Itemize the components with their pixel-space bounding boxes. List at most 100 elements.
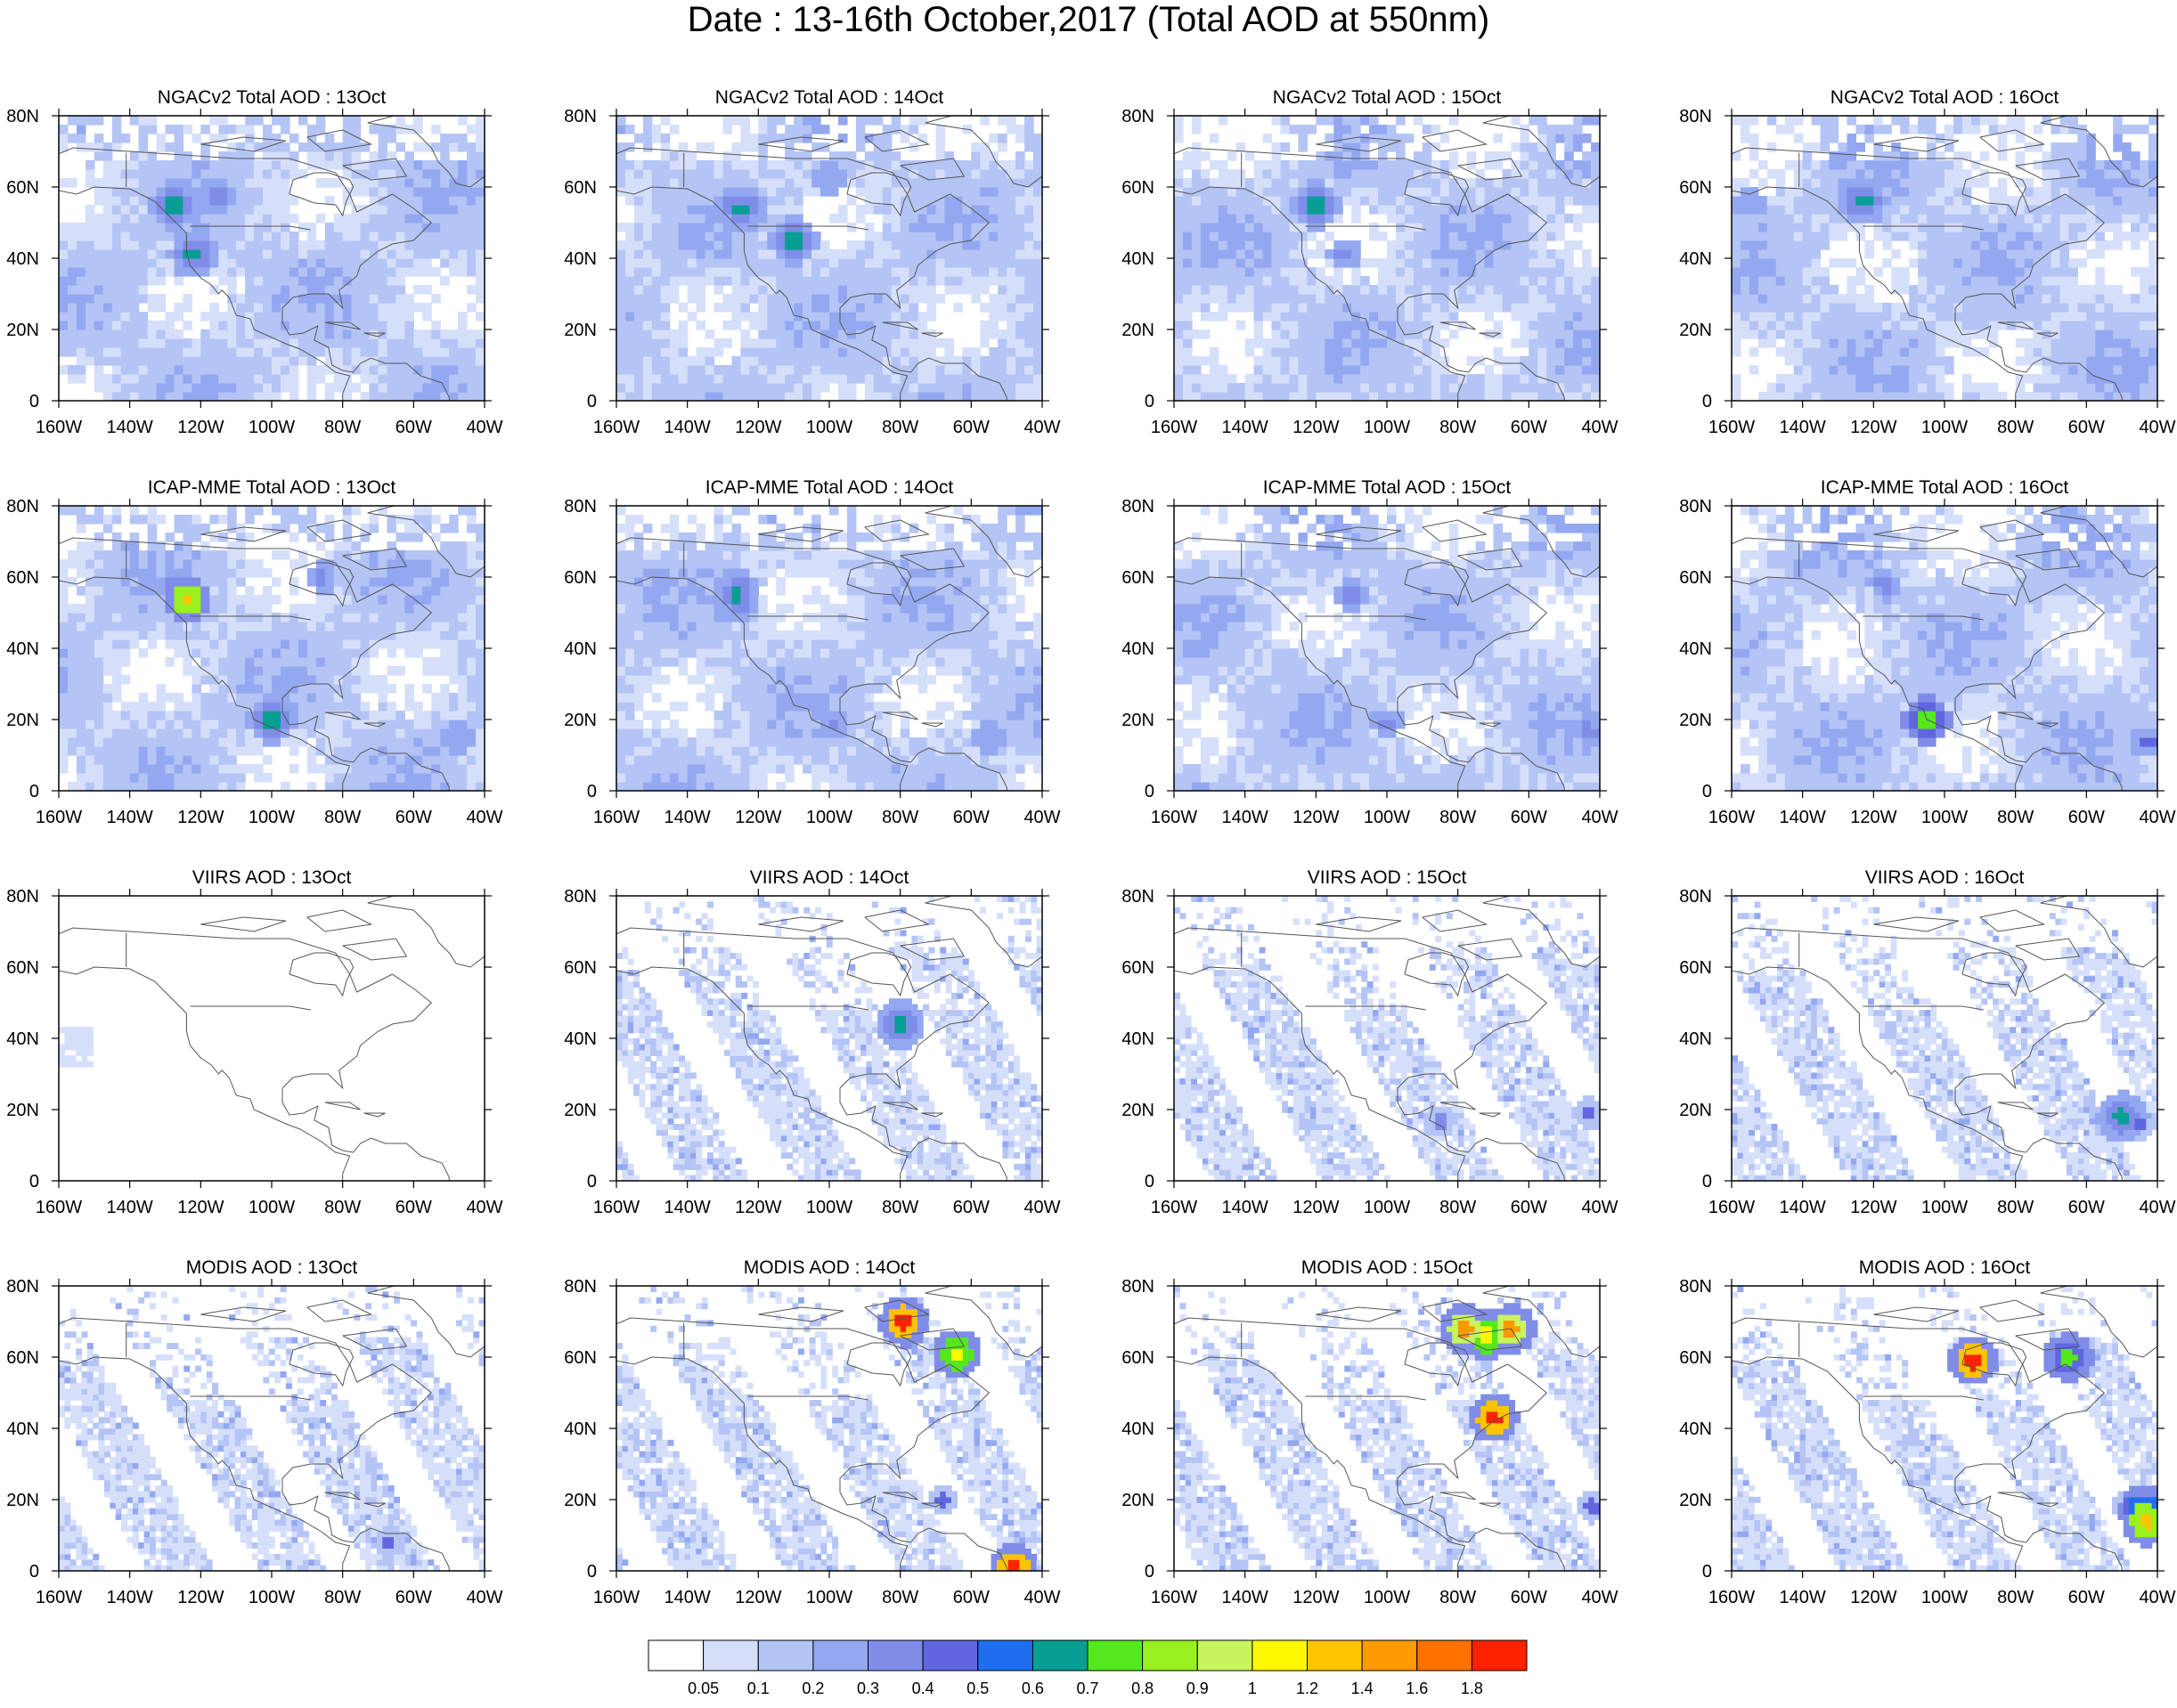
island-coastline (864, 519, 931, 542)
coastlines (1732, 116, 2157, 401)
hudson-bay-coastline (846, 1342, 912, 1387)
greenland-coastline (1482, 506, 1600, 578)
colorbar-label: 0.1 (747, 1680, 770, 1697)
x-tick-label: 120W (735, 1588, 781, 1607)
y-tick-label: 80N (564, 107, 597, 126)
aod-field (59, 506, 485, 791)
coastlines (616, 116, 1042, 401)
north-america-coastline (59, 927, 450, 1181)
island-coastline (921, 332, 943, 338)
island-coastline (758, 1306, 844, 1322)
y-tick-label: 60N (564, 1348, 597, 1368)
island-coastline (342, 548, 408, 571)
x-tick-label: 140W (107, 1198, 153, 1217)
x-tick-label: 120W (735, 1198, 781, 1217)
x-tick-label: 160W (593, 1198, 640, 1217)
y-tick-label: 80N (1121, 887, 1154, 907)
y-tick-label: 60N (1121, 568, 1154, 588)
x-tick-label: 60W (395, 1198, 432, 1217)
x-tick-label: 100W (1921, 1588, 1968, 1607)
x-tick-label: 120W (1850, 808, 1896, 827)
greenland-coastline (925, 116, 1042, 188)
map-panel-ngacv2-16oct: 160W 140W 120W 100W 80W 60W 40W 0 20N 40N 60N 80N NG… (1673, 71, 2177, 463)
y-tick-label: 0 (29, 1562, 39, 1582)
island-coastline (1422, 909, 1488, 932)
island-coastline (306, 909, 373, 932)
island-coastline (324, 1492, 361, 1501)
island-coastline (1997, 1492, 2034, 1501)
x-tick-label: 140W (1222, 1588, 1268, 1607)
map-panel-ngacv2-14oct: 160W 140W 120W 100W 80W 60W 40W 0 20N 40N 60N 80N NG… (558, 71, 1110, 463)
aod-field (616, 506, 1042, 791)
colorbar-swatch (812, 1639, 869, 1671)
y-tick-label: 20N (6, 1491, 39, 1510)
x-tick-label: 60W (1511, 808, 1547, 827)
x-tick-label: 120W (1292, 1588, 1339, 1607)
x-tick-label: 40W (466, 418, 502, 437)
panel-title: ICAP-MME Total AOD : 15Oct (1263, 477, 1512, 498)
x-tick-label: 60W (1511, 1198, 1547, 1217)
axis-ticks (52, 889, 492, 1188)
x-tick-label: 140W (107, 418, 153, 437)
aod-field (1732, 896, 2157, 1181)
colorbar-label: 0.6 (1022, 1680, 1044, 1697)
y-tick-label: 0 (1145, 782, 1154, 801)
x-tick-label: 100W (249, 808, 295, 827)
axis-ticks (1167, 499, 1607, 798)
x-tick-label: 140W (1780, 1198, 1826, 1217)
x-tick-label: 60W (2068, 1588, 2105, 1607)
colorbar-label: 0.7 (1076, 1680, 1098, 1697)
x-tick-label: 40W (2139, 1588, 2175, 1607)
x-tick-label: 160W (36, 808, 82, 827)
us-canada-border (1305, 1005, 1426, 1011)
figure-title: Date : 13-16th October,2017 (Total AOD a… (0, 0, 2177, 39)
coastlines (59, 506, 485, 791)
y-tick-label: 80N (564, 887, 597, 907)
coastlines (59, 116, 485, 401)
panel-title: MODIS AOD : 15Oct (1301, 1257, 1473, 1278)
x-tick-label: 60W (2068, 1198, 2105, 1217)
colorbar-swatch (1252, 1639, 1309, 1671)
x-tick-label: 160W (1151, 1588, 1197, 1607)
island-coastline (900, 1328, 966, 1351)
island-coastline (306, 519, 373, 542)
x-tick-label: 60W (2068, 418, 2105, 437)
map-panel-modis-14oct: 160W 140W 120W 100W 80W 60W 40W 0 20N 40N 60N 80N MO… (558, 1241, 1110, 1633)
island-coastline (1979, 129, 2046, 152)
y-tick-label: 40N (1679, 249, 1712, 269)
x-tick-label: 100W (249, 418, 295, 437)
island-coastline (1873, 136, 1960, 152)
hudson-bay-coastline (846, 172, 912, 217)
us-canada-border (747, 615, 868, 621)
colorbar-swatch (1361, 1639, 1418, 1671)
x-tick-label: 120W (1850, 418, 1896, 437)
x-tick-label: 160W (1708, 808, 1755, 827)
colorbar-label: 0.3 (857, 1680, 879, 1697)
y-tick-label: 40N (1679, 639, 1712, 659)
y-tick-label: 40N (6, 1029, 39, 1049)
x-tick-label: 100W (249, 1198, 295, 1217)
island-coastline (1997, 321, 2034, 330)
north-america-coastline (1174, 537, 1565, 791)
x-tick-label: 80W (324, 808, 361, 827)
coastlines (616, 506, 1042, 791)
x-tick-label: 120W (1850, 1588, 1896, 1607)
island-coastline (342, 158, 408, 181)
colorbar-swatch (1196, 1639, 1253, 1671)
x-tick-label: 100W (1364, 808, 1410, 827)
x-tick-label: 80W (1997, 418, 2034, 437)
hudson-bay-coastline (1961, 562, 2027, 607)
y-tick-label: 20N (1121, 1491, 1154, 1510)
us-canada-border (190, 225, 311, 231)
panel-title: NGACv2 Total AOD : 14Oct (715, 87, 944, 108)
island-coastline (1873, 526, 1960, 542)
island-coastline (1873, 1306, 1960, 1322)
y-tick-label: 40N (1121, 1029, 1154, 1049)
aod-field (1174, 506, 1600, 791)
island-coastline (324, 1102, 361, 1110)
x-tick-label: 160W (1151, 418, 1197, 437)
y-tick-label: 60N (6, 178, 39, 198)
island-coastline (1422, 1299, 1488, 1322)
axis-ticks (609, 1279, 1049, 1578)
x-tick-label: 60W (953, 808, 990, 827)
